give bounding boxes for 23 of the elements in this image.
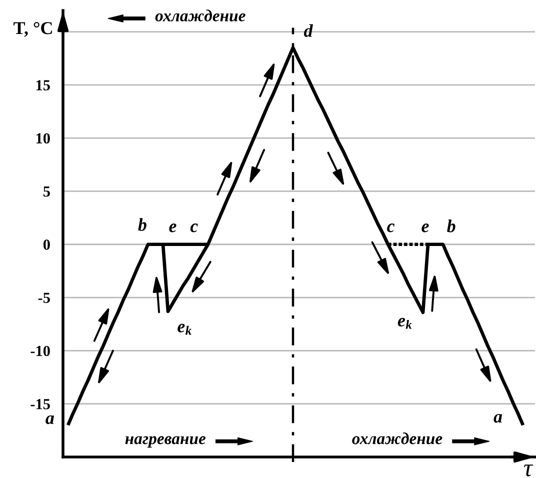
- y-tick-label: -5: [38, 292, 50, 303]
- data-label: a: [46, 415, 54, 424]
- y-tick-label: -15: [30, 399, 50, 410]
- data-label: e$_{k}$: [398, 318, 412, 329]
- y-axis-title: T, °C: [14, 22, 52, 37]
- data-label: c: [190, 224, 198, 232]
- x-axis-title: τ: [524, 464, 534, 476]
- annotation: охлаждение: [155, 10, 246, 22]
- y-tick-label: 5: [43, 186, 50, 197]
- data-label: e: [422, 224, 429, 232]
- data-label: a: [494, 414, 502, 423]
- data-label: c: [387, 224, 395, 232]
- data-label: e: [169, 224, 176, 232]
- y-tick-label: -10: [30, 346, 50, 356]
- y-tick-label: 15: [36, 80, 50, 90]
- data-label: b: [138, 218, 146, 231]
- data-label: e$_{k}$: [178, 324, 192, 335]
- data-label: d: [304, 24, 314, 37]
- y-tick-label: 0: [43, 240, 50, 250]
- data-label: b: [447, 220, 456, 232]
- annotation: нагревание: [125, 436, 206, 448]
- annotation: охлаждение: [352, 432, 442, 444]
- y-tick-label: 10: [36, 133, 50, 144]
